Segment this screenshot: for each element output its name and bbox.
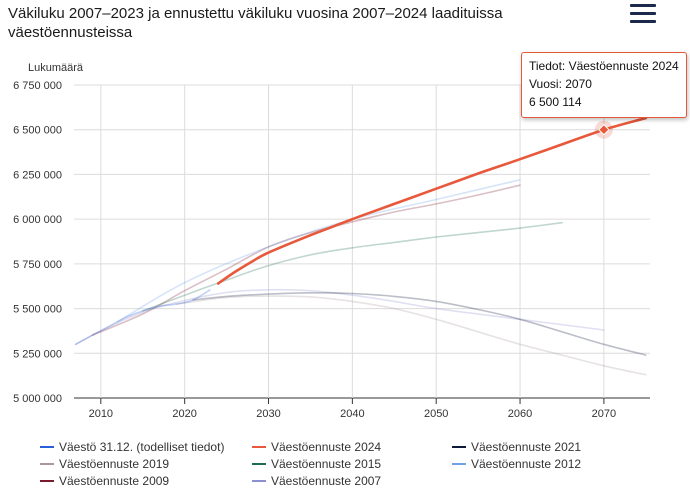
y-axis-label: Lukumäärä <box>28 62 84 74</box>
x-tick-label: 2040 <box>340 408 364 420</box>
y-tick-label: 6 000 000 <box>13 214 62 226</box>
legend-swatch <box>252 463 266 465</box>
legend-item[interactable]: Väestöennuste 2021 <box>452 440 581 454</box>
series-line-5[interactable] <box>118 180 520 322</box>
y-tick-label: 6 500 000 <box>13 125 62 137</box>
x-tick-label: 2020 <box>172 408 196 420</box>
legend-swatch <box>452 446 466 448</box>
y-tick-label: 6 750 000 <box>13 80 62 92</box>
y-tick-label: 5 250 000 <box>13 348 62 360</box>
legend-item[interactable]: Väestöennuste 2019 <box>40 457 169 471</box>
legend-item[interactable]: Väestöennuste 2007 <box>252 474 381 488</box>
series-line-6[interactable] <box>92 185 520 335</box>
legend-swatch <box>452 463 466 465</box>
tooltip-year: Vuosi: 2070 <box>529 75 679 93</box>
series-line-2[interactable] <box>193 293 646 355</box>
legend-item[interactable]: Väestöennuste 2009 <box>40 474 169 488</box>
legend-label: Väestöennuste 2021 <box>471 440 581 454</box>
legend-item[interactable]: Väestö 31.12. (todelliset tiedot) <box>40 440 224 454</box>
x-axis-ticks: 2010 2020 2030 2040 2050 2060 2070 <box>89 408 617 420</box>
legend-swatch <box>252 480 266 482</box>
y-axis-ticks: 5 000 000 5 250 000 5 500 000 5 750 000 6 00… <box>13 80 62 405</box>
x-tick-label: 2070 <box>592 408 616 420</box>
legend-label: Väestöennuste 2015 <box>271 457 381 471</box>
legend-label: Väestöennuste 2012 <box>471 457 581 471</box>
legend-item[interactable]: Väestöennuste 2012 <box>452 457 581 471</box>
x-tick-label: 2050 <box>424 408 448 420</box>
y-tick-label: 5 500 000 <box>13 304 62 316</box>
y-tick-label: 5 750 000 <box>13 259 62 271</box>
x-tick-label: 2030 <box>256 408 280 420</box>
legend-swatch <box>40 480 54 482</box>
legend-item[interactable]: Väestöennuste 2024 <box>252 440 381 454</box>
series-line-7[interactable] <box>76 290 604 345</box>
x-tick-label: 2010 <box>89 408 113 420</box>
legend-label: Väestöennuste 2024 <box>271 440 381 454</box>
legend-label: Väestöennuste 2007 <box>271 474 381 488</box>
data-tooltip: Tiedot: Väestöennuste 2024 Vuosi: 2070 6… <box>521 52 687 118</box>
y-tick-label: 5 000 000 <box>13 393 62 405</box>
legend-label: Väestöennuste 2019 <box>59 457 169 471</box>
series-line-0[interactable] <box>76 290 210 344</box>
legend-label: Väestö 31.12. (todelliset tiedot) <box>59 440 224 454</box>
tooltip-series: Tiedot: Väestöennuste 2024 <box>529 57 679 75</box>
legend-item[interactable]: Väestöennuste 2015 <box>252 457 381 471</box>
legend-swatch <box>40 463 54 465</box>
legend-swatch <box>40 446 54 448</box>
tooltip-value: 6 500 114 <box>529 93 679 111</box>
legend-swatch <box>252 446 266 448</box>
legend-label: Väestöennuste 2009 <box>59 474 169 488</box>
chart-series <box>76 118 646 375</box>
x-tick-label: 2060 <box>508 408 532 420</box>
y-tick-label: 6 250 000 <box>13 169 62 181</box>
highlight-marker <box>595 121 613 139</box>
